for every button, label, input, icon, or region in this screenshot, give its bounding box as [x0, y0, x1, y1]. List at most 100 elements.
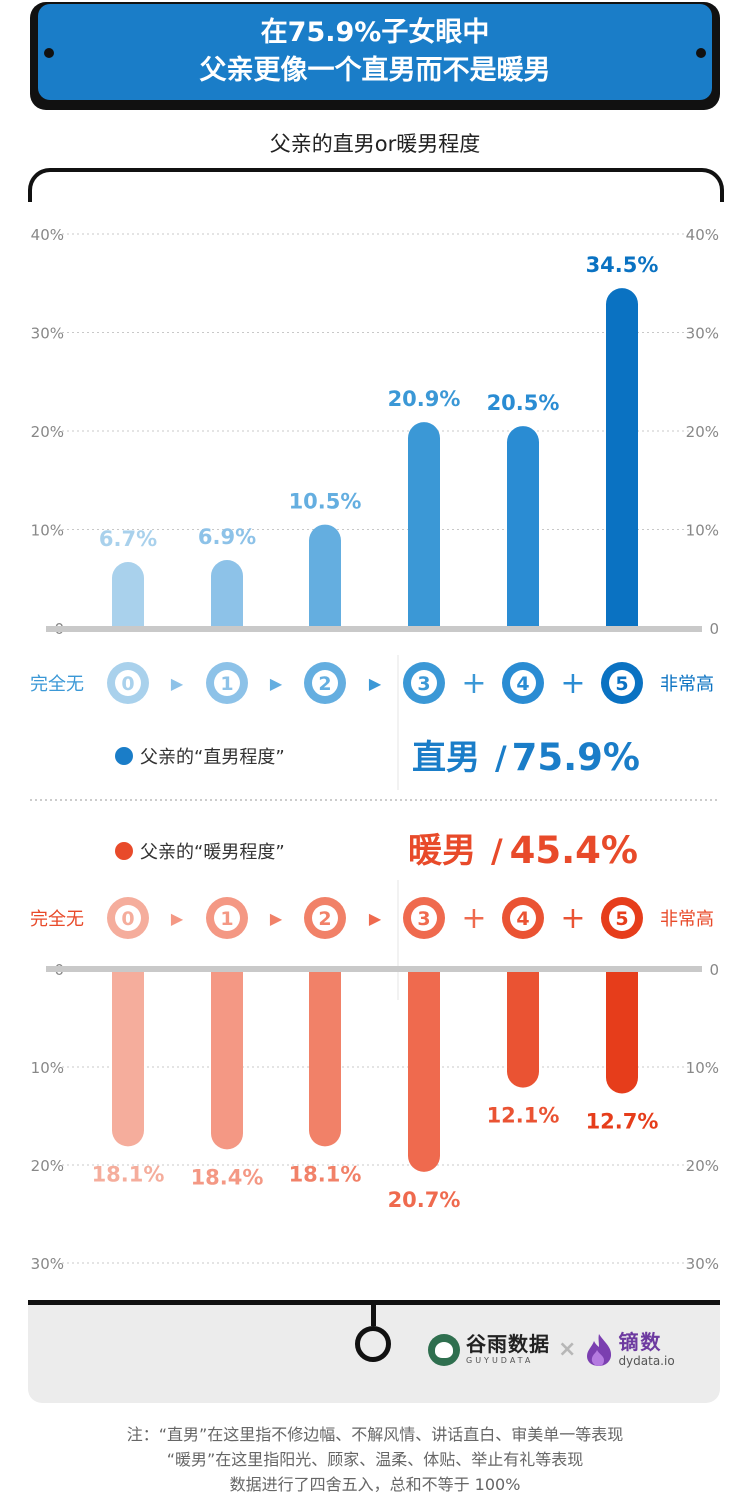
dydata-url: dydata.io	[618, 1354, 675, 1368]
footnotes: 注：“直男”在这里指不修边幅、不解风情、讲话直白、审美单一等表现 “暖男”在这里…	[0, 1422, 750, 1497]
y-tick-left: 10%	[31, 522, 64, 540]
scale-circle-inner-nuannan	[411, 905, 437, 931]
y-tick-left: 30%	[31, 1255, 64, 1273]
summary-value-nuannan: 45.4%	[510, 829, 638, 872]
scale-number-nuannan: 5	[615, 908, 628, 930]
guyu-sub: GUYUDATA	[466, 1356, 534, 1365]
scale-number-nuannan: 3	[417, 908, 430, 930]
data-label-zhinan: 6.7%	[99, 527, 157, 551]
y-tick-right: 30%	[686, 1255, 719, 1273]
scale-high-nuannan: 非常高	[660, 909, 714, 930]
data-label-nuannan: 18.1%	[289, 1162, 362, 1186]
dydata-name: 镝数	[618, 1330, 663, 1354]
bar-zhinan	[606, 288, 638, 628]
legend-label-nuannan: 父亲的“暖男程度”	[140, 842, 285, 863]
bar-zhinan	[309, 524, 341, 628]
scale-circle-inner-nuannan	[510, 905, 536, 931]
brand-logos: 谷雨数据 GUYUDATA × 镝数 dydata.io	[428, 1332, 675, 1367]
scale-circle-inner-nuannan	[115, 905, 141, 931]
y-tick-right: 10%	[686, 1059, 719, 1077]
title-line-2: 父亲更像一个直男而不是暖男	[199, 55, 551, 86]
note-line-3: 数据进行了四舍五入，总和不等于 100%	[229, 1475, 521, 1494]
times-icon: ×	[558, 1337, 577, 1362]
plus-icon: +	[560, 666, 585, 701]
y-tick-right: 0	[709, 961, 719, 979]
bar-zhinan	[507, 426, 539, 628]
data-label-nuannan: 20.7%	[388, 1188, 461, 1212]
chevron-icon: ▶	[171, 674, 184, 693]
scale-circle-inner-zhinan	[115, 670, 141, 696]
scale-number-zhinan: 0	[121, 673, 134, 695]
top-bracket	[28, 168, 724, 202]
data-label-zhinan: 34.5%	[586, 253, 659, 277]
data-label-zhinan: 20.5%	[487, 391, 560, 415]
bar-nuannan	[112, 969, 144, 1147]
baseline-nuannan	[46, 966, 702, 972]
footer-stem	[371, 1304, 376, 1326]
legend-label-zhinan: 父亲的“直男程度”	[140, 747, 285, 768]
scale-circle-inner-nuannan	[214, 905, 240, 931]
plus-icon: +	[461, 666, 486, 701]
footer-divider	[28, 1300, 720, 1305]
scale-number-nuannan: 0	[121, 908, 134, 930]
data-label-zhinan: 10.5%	[289, 490, 362, 514]
y-tick-left: 30%	[31, 325, 64, 343]
y-tick-left: 40%	[31, 226, 64, 244]
scale-number-zhinan: 2	[318, 673, 331, 695]
dydata-logo: 镝数 dydata.io	[584, 1330, 675, 1368]
y-tick-right: 30%	[686, 325, 719, 343]
bar-nuannan	[211, 969, 243, 1150]
legend-dot-zhinan	[115, 747, 133, 765]
y-tick-left: 10%	[31, 1059, 64, 1077]
note-line-2: “暖男”在这里指阳光、顾家、温柔、体贴、举止有礼等表现	[166, 1450, 584, 1469]
scale-number-zhinan: 3	[417, 673, 430, 695]
scale-high-zhinan: 非常高	[660, 674, 714, 695]
chevron-icon: ▶	[369, 909, 382, 928]
summary-slash-nuannan: /	[491, 832, 503, 870]
y-tick-right: 0	[709, 620, 719, 638]
chart-title: 父亲的直男or暖男程度	[269, 132, 481, 156]
data-label-zhinan: 6.9%	[198, 525, 256, 549]
chart: 0 0 10% 10% 20% 20% 30% 30% 40% 40% 6.7% 6.9% 10.5% 2…	[30, 226, 720, 1273]
bar-zhinan	[211, 560, 243, 628]
note-line-1: 注：“直男”在这里指不修边幅、不解风情、讲话直白、审美单一等表现	[126, 1425, 624, 1444]
summary-slash-zhinan: /	[495, 739, 507, 777]
title-right-dot	[696, 48, 706, 58]
bar-nuannan	[408, 969, 440, 1172]
scale-low-zhinan: 完全无	[30, 674, 84, 695]
data-label-nuannan: 18.4%	[191, 1165, 264, 1189]
guyu-logo: 谷雨数据 GUYUDATA	[428, 1332, 550, 1366]
scale-circle-inner-nuannan	[609, 905, 635, 931]
y-tick-right: 40%	[686, 226, 719, 244]
baseline-zhinan	[46, 626, 702, 632]
bar-nuannan	[507, 969, 539, 1088]
summary-label-nuannan: 暖男	[408, 831, 476, 871]
scale-number-nuannan: 1	[220, 908, 233, 930]
chevron-icon: ▶	[270, 909, 283, 928]
summary-label-zhinan: 直男	[412, 738, 480, 778]
y-tick-right: 20%	[686, 423, 719, 441]
guyu-name: 谷雨数据	[466, 1332, 550, 1356]
title-banner: 在75.9%子女眼中 父亲更像一个直男而不是暖男	[30, 2, 720, 110]
bar-zhinan	[408, 422, 440, 628]
scale-number-zhinan: 5	[615, 673, 628, 695]
chevron-icon: ▶	[369, 674, 382, 693]
scale-number-zhinan: 4	[516, 673, 529, 695]
scale-low-nuannan: 完全无	[30, 909, 84, 930]
y-tick-right: 10%	[686, 522, 719, 540]
scale-circle-inner-zhinan	[214, 670, 240, 696]
footer-ring-icon	[355, 1326, 391, 1362]
scale-number-nuannan: 2	[318, 908, 331, 930]
dydata-flame-icon	[587, 1333, 612, 1366]
y-tick-right: 20%	[686, 1157, 719, 1175]
scale-circle-inner-zhinan	[510, 670, 536, 696]
guyu-bird-icon	[428, 1333, 460, 1366]
scale-circle-inner-zhinan	[609, 670, 635, 696]
title-panel: 在75.9%子女眼中 父亲更像一个直男而不是暖男	[38, 4, 712, 100]
data-label-zhinan: 20.9%	[388, 387, 461, 411]
data-label-nuannan: 18.1%	[92, 1162, 165, 1186]
scale-circle-inner-zhinan	[411, 670, 437, 696]
title-left-dot	[44, 48, 54, 58]
bar-nuannan	[309, 969, 341, 1147]
chevron-icon: ▶	[270, 674, 283, 693]
